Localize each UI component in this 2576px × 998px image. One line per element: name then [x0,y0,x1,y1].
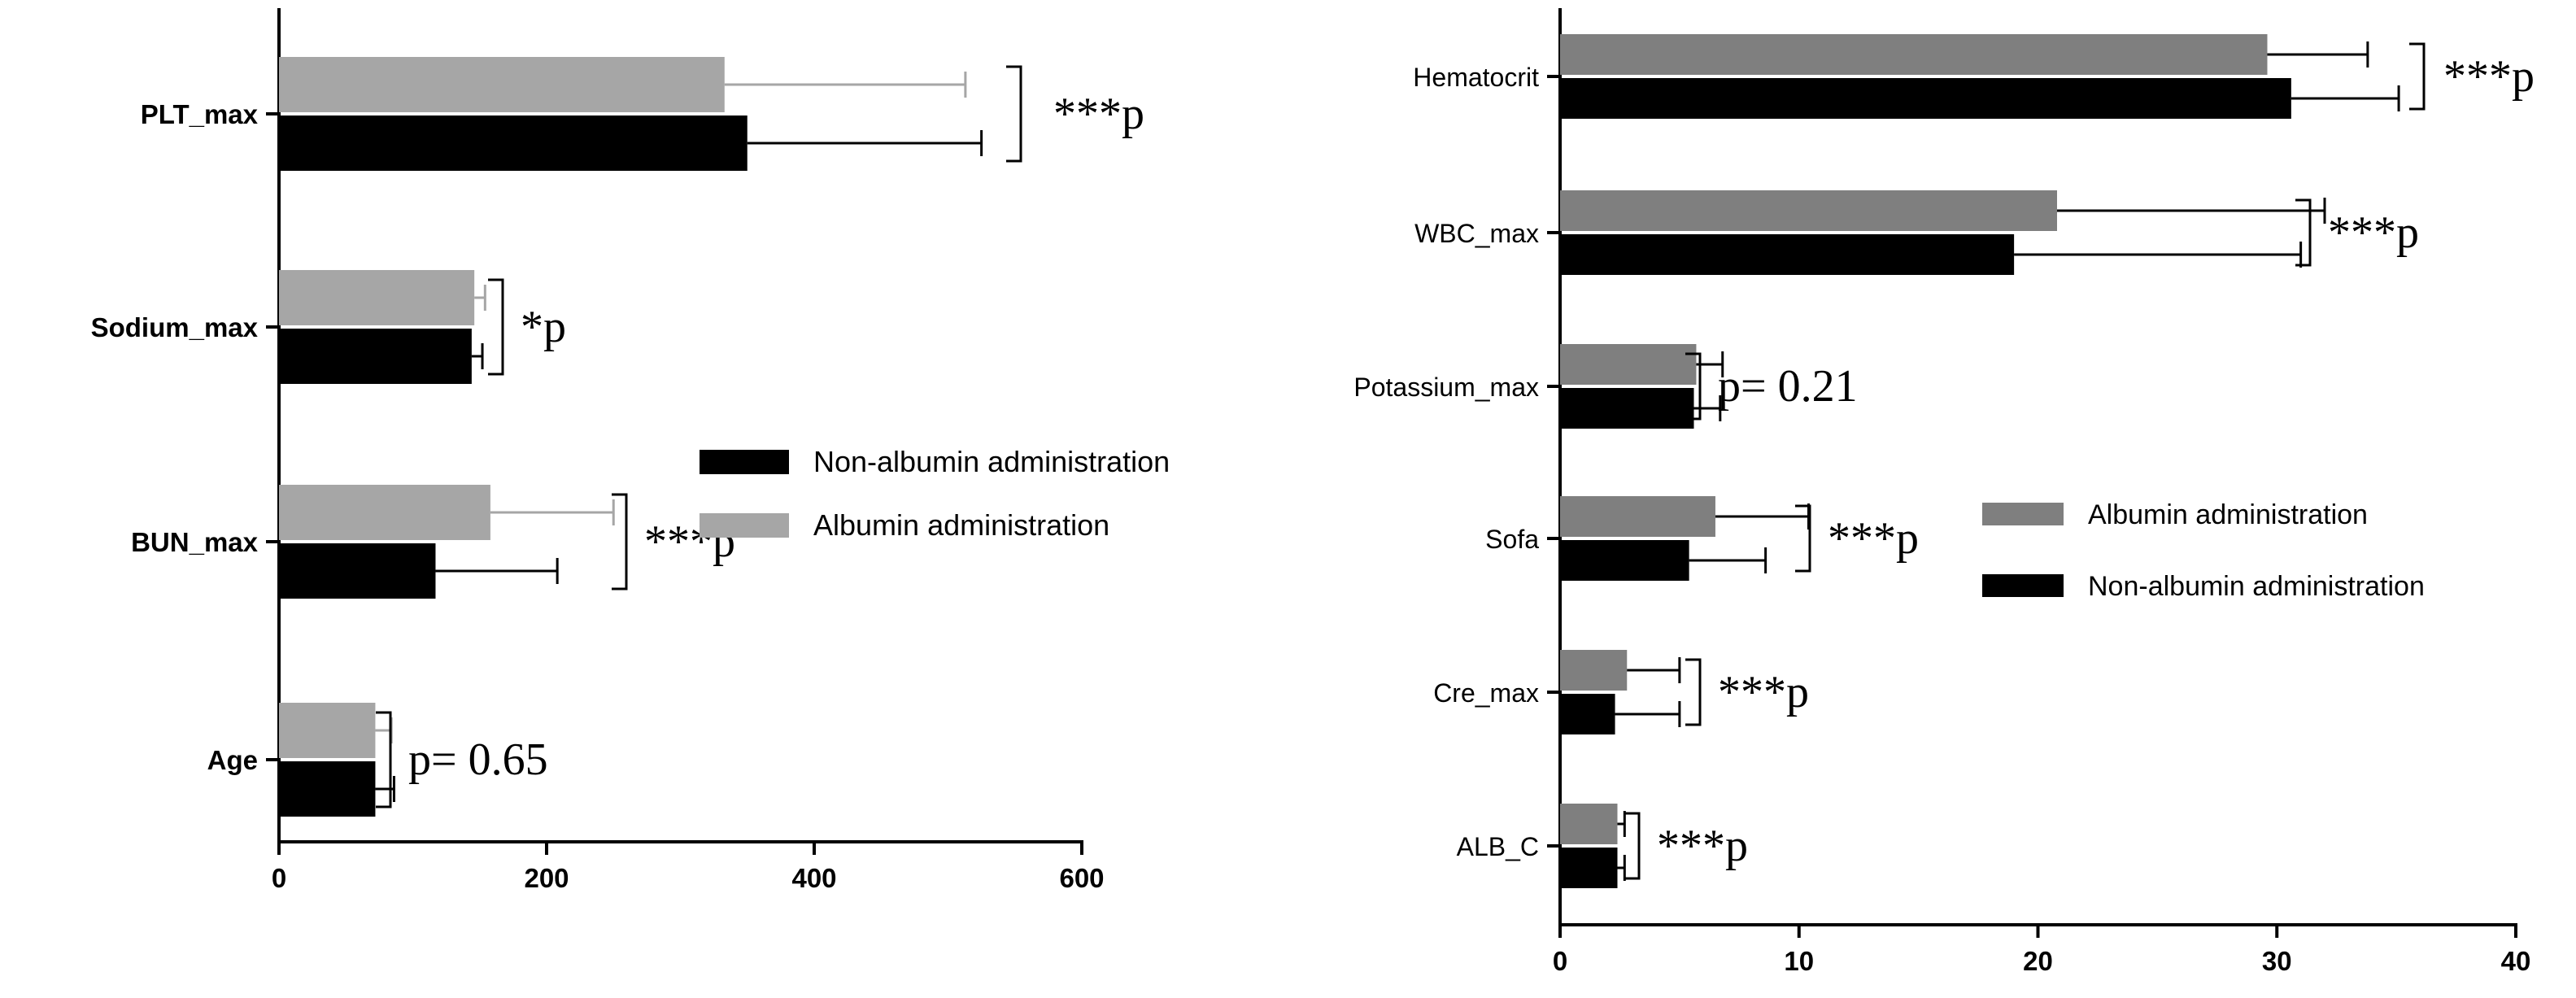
left-bar [279,703,376,758]
left-x-tick-label: 400 [791,863,836,893]
right-bar [1560,540,1689,581]
right-x-tick-label: 10 [1784,946,1814,976]
left-category-label: Sodium_max [91,312,259,342]
right-significance-label: ***p [1828,513,1919,564]
right-significance-label: ***p [2328,207,2419,258]
right-legend-swatch [1982,574,2064,597]
right-significance-label: ***p [1718,667,1809,717]
right-significance-bracket [1624,812,1641,880]
right-category-label: WBC_max [1414,219,1539,248]
right-significance-label: ***p [2443,51,2535,102]
left-x-tick-label: 200 [524,863,569,893]
left-x-tick-label: 0 [272,863,286,893]
right-legend-swatch [1982,503,2064,525]
left-category-label: Age [207,745,258,775]
right-category-label: Sofa [1485,525,1539,554]
left-significance-bracket [1006,65,1022,163]
left-bar [279,115,748,171]
right-significance-bracket [1685,658,1702,726]
left-bar [279,485,490,540]
left-legend-swatch [700,450,789,474]
left-bar [279,761,376,817]
right-bar [1560,848,1618,888]
right-legend-label: Albumin administration [2088,499,2368,530]
right-bar [1560,650,1628,691]
right-bar [1560,234,2015,275]
right-bar [1560,34,2268,75]
right-bar [1560,78,2291,119]
right-significance-bracket [1685,352,1702,421]
right-legend-label: Non-albumin administration [2088,571,2425,602]
left-category-label: PLT_max [141,99,259,129]
right-category-label: Potassium_max [1353,373,1539,402]
left-significance-label: *p [521,302,566,352]
left-bar [279,270,475,325]
left-significance-label: ***p [1053,89,1144,139]
right-x-tick-label: 0 [1553,946,1567,976]
right-category-label: Cre_max [1433,678,1539,708]
right-category-label: Hematocrit [1413,63,1539,92]
right-bar [1560,804,1618,844]
right-significance-bracket [2409,42,2426,111]
right-significance-label: p= 0.21 [1718,361,1858,412]
left-legend-label: Albumin administration [813,508,1109,542]
left-bar [279,329,472,384]
left-bar [279,57,725,112]
right-category-label: ALB_C [1457,832,1539,861]
right-significance-bracket [1795,504,1811,573]
right-significance-label: ***p [1657,821,1748,871]
right-bar [1560,388,1694,429]
right-bar [1560,344,1697,385]
right-x-tick-label: 30 [2262,946,2292,976]
right-bar [1560,694,1615,734]
left-significance-label: p= 0.65 [408,734,548,785]
left-legend-swatch [700,513,789,538]
left-category-label: BUN_max [131,527,259,557]
right-x-tick-label: 20 [2023,946,2053,976]
left-x-tick-label: 600 [1059,863,1104,893]
right-significance-bracket [2295,198,2312,267]
left-legend-label: Non-albumin administration [813,445,1170,478]
right-bar [1560,190,2057,231]
right-bar [1560,496,1715,537]
left-significance-bracket [376,711,392,808]
left-significance-bracket [488,278,504,376]
left-significance-bracket [612,493,628,591]
right-x-tick-label: 40 [2501,946,2531,976]
left-bar [279,543,436,599]
